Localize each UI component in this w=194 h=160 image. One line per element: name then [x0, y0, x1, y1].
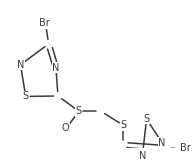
- Text: S: S: [144, 114, 150, 124]
- Text: S: S: [23, 91, 29, 101]
- Text: Br: Br: [39, 18, 50, 28]
- Text: N: N: [158, 138, 166, 148]
- Text: S: S: [120, 120, 126, 130]
- Text: N: N: [139, 151, 146, 160]
- Text: N: N: [17, 60, 24, 70]
- Text: Br: Br: [180, 144, 191, 153]
- Text: S: S: [76, 106, 82, 116]
- Text: N: N: [52, 63, 60, 73]
- Text: O: O: [61, 123, 69, 133]
